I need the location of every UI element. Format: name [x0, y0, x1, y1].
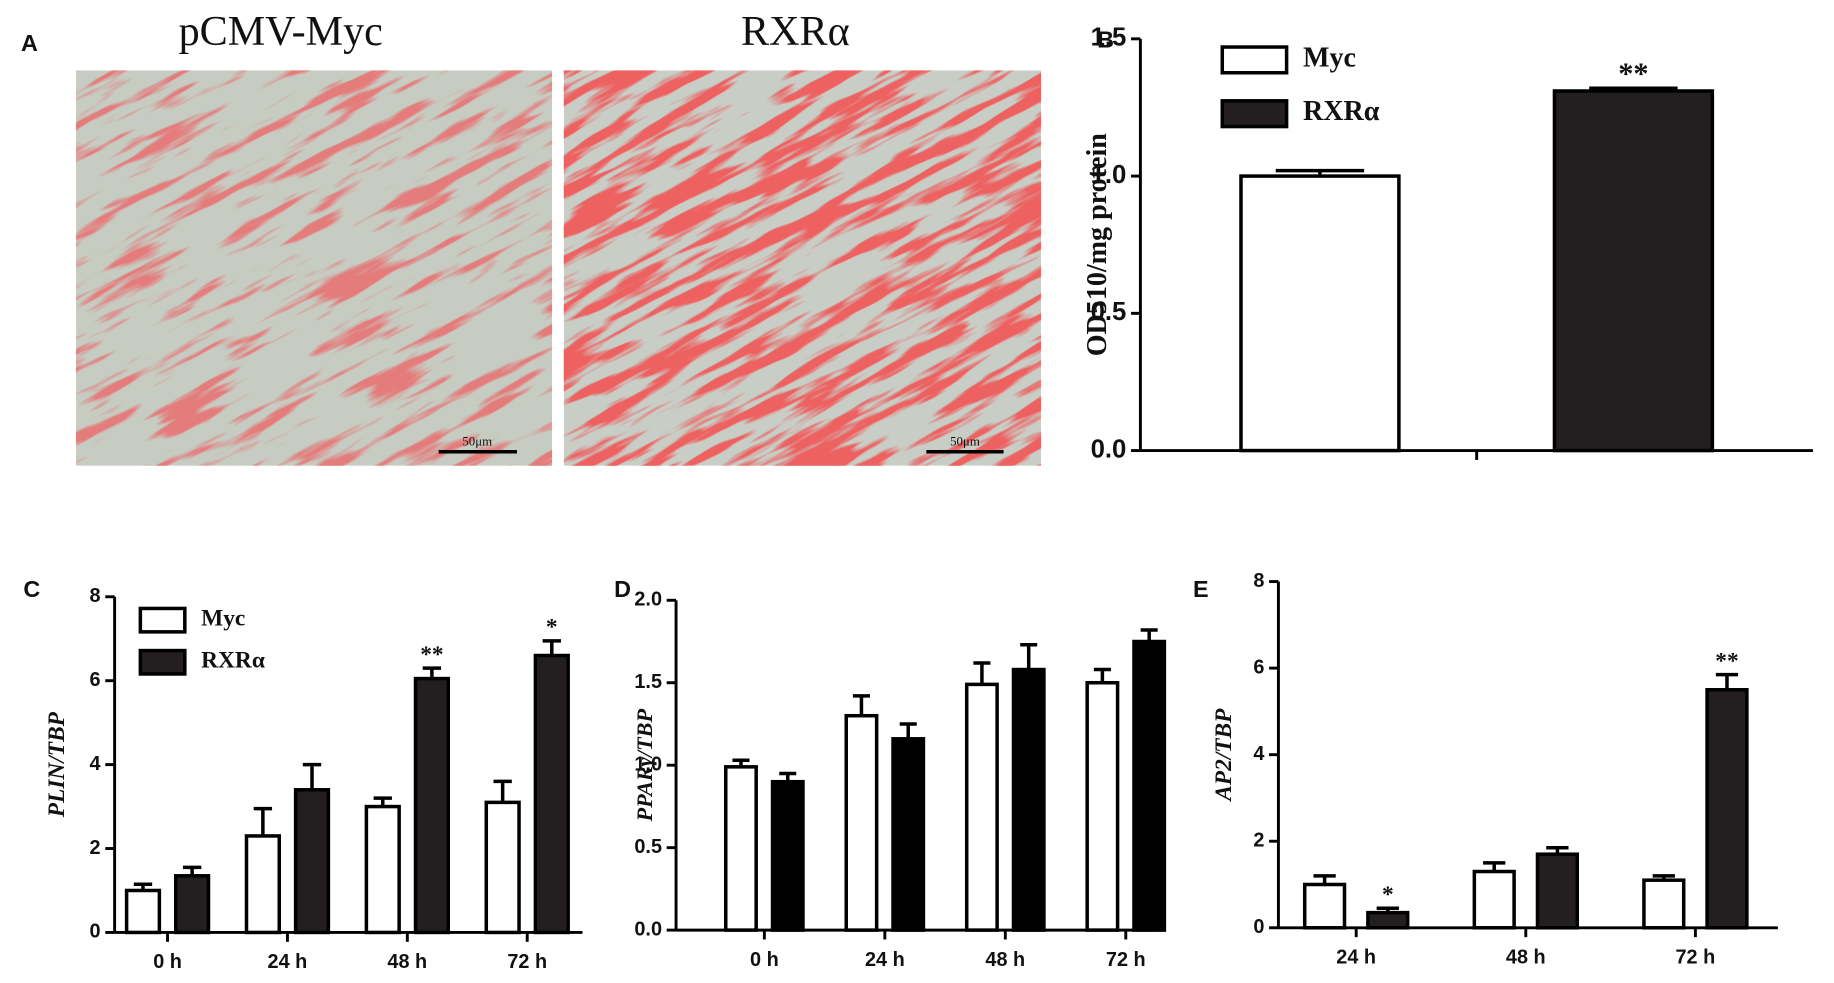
chart-panel: D 0.0 0.5 1.0 1.5 2.0 PPARγ/TBP 0 h 24 h 48 h 72 h [614, 576, 1167, 971]
bar [964, 682, 999, 932]
legend-swatch [1220, 45, 1289, 75]
scale-bar-label: 50μm [950, 434, 980, 448]
bar [533, 653, 570, 935]
panel-label: C [23, 576, 40, 602]
significance-label: ** [1715, 648, 1738, 674]
y-tick-label: 0.5 [1091, 298, 1127, 326]
bar [124, 888, 162, 935]
x-tick-label: 0 h [153, 951, 182, 973]
x-tick-label: 24 h [268, 951, 308, 973]
y-tick-label: 4 [1253, 743, 1264, 765]
panel-label: B [1097, 26, 1114, 52]
y-tick-label: 2.0 [634, 589, 662, 611]
bar [1011, 667, 1046, 932]
chart-panel: E 0 2 4 6 8 AP2/TBP 24 h * 48 h 72 h ** [1193, 570, 1778, 968]
x-tick-label: 72 h [507, 951, 547, 973]
y-tick-label: 0 [90, 921, 101, 943]
significance-label: * [1382, 882, 1394, 908]
y-axis-label: PPARγ/TBP [632, 709, 657, 823]
chart-panel: B 0.0 0.5 1.0 1.5 OD510/mg protein ** Myc RXRα [1082, 24, 1813, 463]
bar [1472, 869, 1516, 930]
legend-swatch [138, 606, 187, 634]
panel-label: E [1193, 576, 1209, 602]
y-tick-label: 0 [1253, 916, 1264, 938]
significance-label: * [546, 615, 558, 641]
scale-bar-label: 50μm [462, 434, 492, 448]
panel-a: A pCMV-Myc RXRα 50μm 50μm [21, 8, 1041, 466]
bar [364, 804, 401, 935]
legend-swatch [138, 648, 187, 676]
chart-panel: C 0 2 4 6 8 PLIN/TBP 0 h 24 h 48 h ** 72 h * Myc RXRα [23, 576, 583, 973]
significance-label: ** [1618, 57, 1648, 91]
bar [1085, 680, 1120, 932]
x-tick-label: 48 h [1506, 946, 1546, 968]
bar [1535, 852, 1580, 930]
x-tick-label: 48 h [985, 949, 1025, 971]
legend-label: RXRα [1303, 96, 1380, 127]
bar [1132, 639, 1167, 932]
bar [413, 676, 451, 935]
bar [1642, 878, 1686, 930]
y-tick-label: 0.5 [634, 836, 662, 858]
y-tick-label: 1.5 [634, 671, 662, 693]
y-tick-label: 4 [90, 753, 101, 775]
legend-label: Myc [1303, 42, 1356, 73]
significance-label: ** [420, 642, 443, 668]
bar [770, 779, 805, 932]
y-tick-label: 1.5 [1091, 24, 1127, 52]
y-tick-label: 2 [90, 837, 101, 859]
bar [844, 713, 879, 932]
panel-label: D [614, 576, 631, 602]
y-tick-label: 8 [1253, 570, 1264, 592]
x-tick-label: 48 h [387, 951, 427, 973]
y-tick-label: 1.0 [1091, 161, 1127, 189]
bar [1705, 688, 1749, 930]
bar [1302, 882, 1347, 930]
bar [173, 874, 211, 935]
bar [891, 737, 926, 932]
bar [1239, 174, 1401, 453]
x-tick-label: 72 h [1676, 946, 1716, 968]
legend-label: Myc [201, 606, 245, 632]
panel-label: A [21, 30, 38, 56]
micrograph [563, 70, 1041, 466]
y-axis-label: AP2/TBP [1211, 708, 1237, 803]
bar [1552, 89, 1715, 453]
y-axis-label: PLIN/TBP [44, 711, 70, 818]
y-tick-label: 8 [90, 585, 101, 607]
bar [724, 765, 758, 932]
y-tick-label: 6 [90, 669, 101, 691]
x-tick-label: 0 h [750, 949, 779, 971]
y-tick-label: 6 [1253, 656, 1264, 678]
bar [293, 788, 331, 935]
y-tick-label: 0.0 [1091, 435, 1127, 463]
y-tick-label: 2 [1253, 829, 1264, 851]
x-tick-label: 24 h [1336, 946, 1376, 968]
bar [484, 800, 521, 935]
legend-swatch [1220, 99, 1289, 129]
image-title: pCMV-Myc [179, 8, 383, 55]
y-tick-label: 1.0 [634, 753, 662, 775]
legend-label: RXRα [201, 648, 265, 674]
y-tick-label: 0.0 [634, 918, 662, 940]
y-axis-label: OD510/mg protein [1082, 133, 1113, 357]
micrograph [76, 70, 553, 466]
bar [1366, 910, 1410, 930]
x-tick-label: 72 h [1106, 949, 1146, 971]
x-tick-label: 24 h [865, 949, 905, 971]
bar [244, 834, 282, 935]
image-title: RXRα [741, 8, 850, 55]
